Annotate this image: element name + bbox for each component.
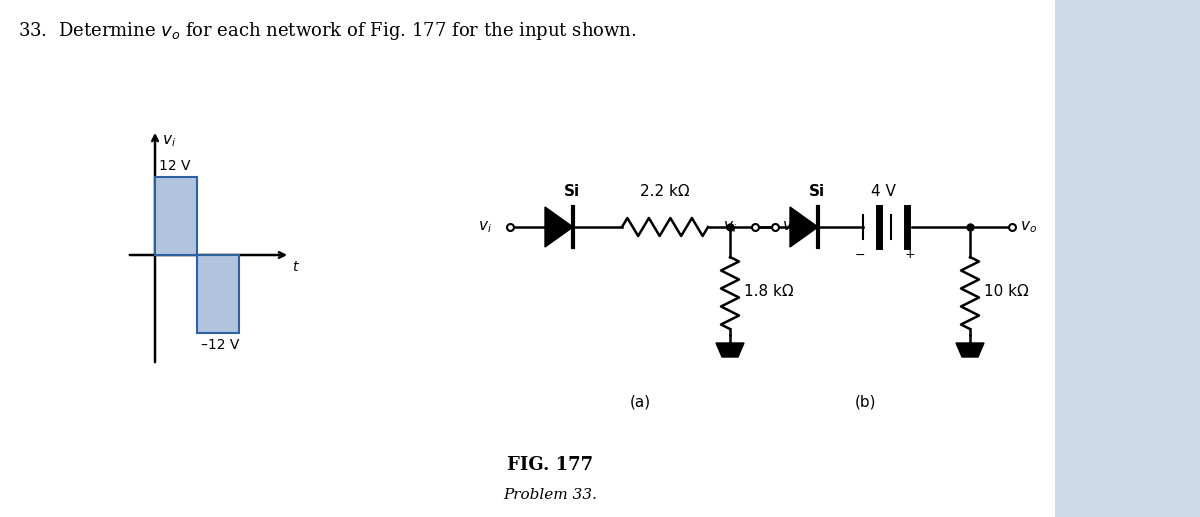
Text: (a): (a) (630, 394, 650, 409)
Polygon shape (545, 207, 574, 247)
Text: $v_i$: $v_i$ (162, 133, 176, 149)
Text: $v_o$: $v_o$ (782, 219, 799, 235)
Text: (b): (b) (854, 394, 876, 409)
Text: 33.  Determine $v_o$ for each network of Fig. 177 for the input shown.: 33. Determine $v_o$ for each network of … (18, 20, 637, 42)
Polygon shape (716, 343, 744, 357)
Text: 2.2 kΩ: 2.2 kΩ (640, 184, 690, 199)
Text: Problem 33.: Problem 33. (503, 488, 598, 502)
Text: –12 V: –12 V (200, 338, 239, 352)
Bar (197, 255, 239, 333)
Text: $v_i$: $v_i$ (724, 219, 737, 235)
Text: Si: Si (809, 184, 826, 199)
Bar (155, 177, 197, 255)
Text: FIG. 177: FIG. 177 (506, 456, 593, 474)
Text: $t$: $t$ (292, 260, 300, 274)
Text: $-$: $-$ (854, 248, 865, 261)
Polygon shape (790, 207, 818, 247)
Text: 4 V: 4 V (870, 184, 895, 199)
Text: $+$: $+$ (905, 248, 916, 261)
Polygon shape (956, 343, 984, 357)
Text: $v_i$: $v_i$ (478, 219, 492, 235)
Text: 12 V: 12 V (158, 159, 191, 173)
Text: $v_o$: $v_o$ (1020, 219, 1037, 235)
Bar (1055, 0, 1200, 517)
Text: Si: Si (564, 184, 580, 199)
Text: 10 kΩ: 10 kΩ (984, 284, 1028, 299)
Text: 1.8 kΩ: 1.8 kΩ (744, 284, 793, 299)
